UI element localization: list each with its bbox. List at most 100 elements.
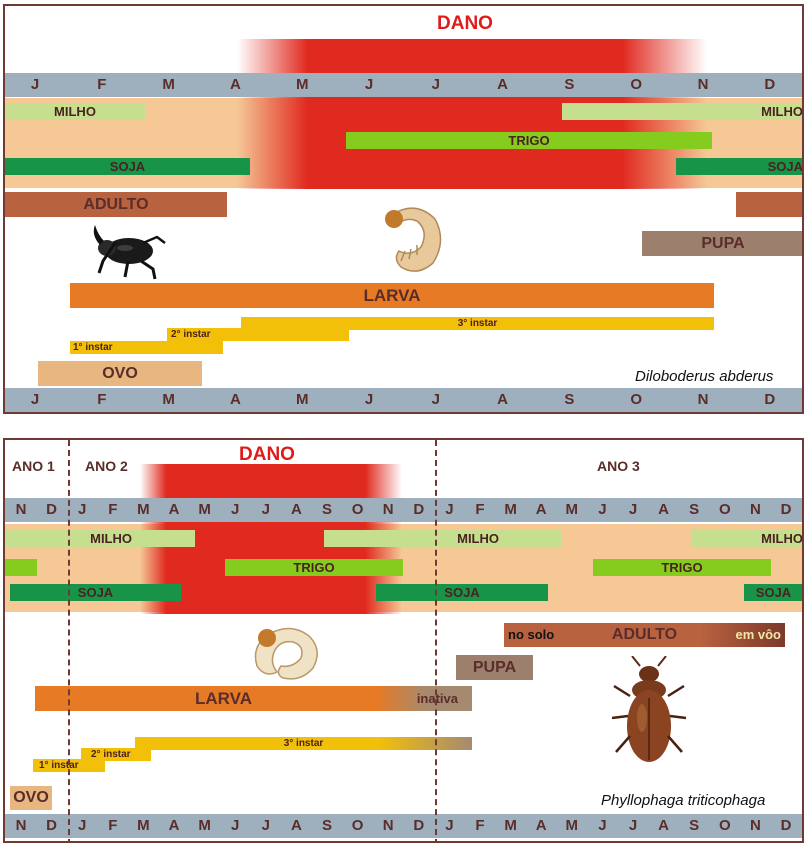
month-label: M: [565, 501, 579, 518]
month-label: D: [780, 501, 792, 518]
crop-label: TRIGO: [661, 560, 703, 575]
instar-2: 2° instar: [167, 328, 349, 341]
stage-label: ADULTO: [611, 626, 678, 643]
month-label: J: [598, 817, 607, 834]
month-label: A: [168, 817, 180, 834]
damage-title: DANO: [437, 13, 493, 34]
larva-inativa: inativa: [416, 691, 458, 706]
month-label: J: [30, 391, 40, 408]
month-label: M: [137, 501, 150, 518]
stage-adulto: ADULTO: [5, 192, 227, 217]
month-label: A: [229, 391, 241, 408]
month-label: A: [658, 501, 670, 518]
month-label: J: [78, 817, 87, 834]
stage-pupa: PUPA: [456, 655, 533, 680]
instar-1: 1° instar: [70, 341, 223, 354]
month-label: N: [15, 817, 27, 834]
stage-label: PUPA: [472, 659, 517, 676]
month-label: J: [78, 501, 87, 518]
month-label: M: [295, 391, 309, 408]
instar-label: 1° instar: [39, 760, 79, 771]
month-label: F: [108, 501, 118, 518]
month-label: M: [198, 817, 211, 834]
year-label-2: ANO 2: [85, 458, 128, 474]
month-label: M: [565, 817, 579, 834]
crop-bar-milho: MILHO: [562, 103, 802, 120]
stage-label: LARVA: [195, 689, 252, 708]
month-label: O: [630, 391, 643, 408]
crop-bar-trigo: TRIGO: [225, 559, 403, 576]
instar-3: 3° instar: [135, 737, 472, 750]
month-label: S: [689, 501, 700, 518]
crop-label: MILHO: [90, 531, 132, 546]
month-label: N: [382, 501, 394, 518]
month-label: S: [564, 391, 575, 408]
stage-ovo: OVO: [38, 361, 202, 386]
crop-bar-trigo: [5, 559, 37, 576]
month-label: O: [351, 817, 364, 834]
crop-label: SOJA: [444, 585, 480, 600]
stage-ovo: OVO: [10, 786, 52, 810]
month-label: A: [658, 817, 670, 834]
month-label: J: [445, 501, 454, 518]
month-label: J: [231, 817, 240, 834]
rhinoceros-beetle-icon: [93, 225, 166, 280]
year-label-3: ANO 3: [597, 458, 640, 474]
stage-label: PUPA: [701, 235, 745, 252]
month-label: A: [290, 501, 302, 518]
stage-larva: LARVA: [70, 283, 714, 308]
month-label: F: [475, 501, 485, 518]
crop-bar-milho: MILHO: [5, 530, 195, 547]
crop-bar-soja: SOJA: [5, 158, 250, 175]
month-label: M: [198, 501, 211, 518]
month-label: J: [231, 501, 240, 518]
stage-label: OVO: [102, 365, 138, 382]
month-label: A: [229, 76, 241, 93]
month-label: F: [97, 76, 107, 93]
species-name: Diloboderus abderus: [635, 368, 774, 385]
crop-bar-milho: MILHO: [5, 103, 145, 120]
month-label: M: [504, 817, 517, 834]
month-label: M: [137, 817, 150, 834]
adulto-em-voo: em vôo: [735, 627, 781, 642]
crop-bar-trigo: TRIGO: [346, 132, 712, 149]
year-label-1: ANO 1: [12, 458, 55, 474]
month-label: J: [431, 391, 440, 408]
month-label: O: [718, 501, 731, 518]
month-label: A: [168, 501, 180, 518]
month-label: M: [162, 76, 175, 93]
month-label: O: [351, 501, 364, 518]
month-label: S: [689, 817, 700, 834]
month-label: N: [749, 817, 761, 834]
month-label: J: [30, 76, 40, 93]
white-grub-icon: [254, 627, 318, 680]
year-divider: [68, 440, 70, 841]
month-label: D: [764, 391, 776, 408]
instar-3: 3° instar: [241, 317, 714, 330]
stage-label: LARVA: [363, 286, 421, 305]
stage-label: ADULTO: [83, 196, 149, 213]
month-label: D: [46, 501, 58, 518]
month-label: M: [162, 391, 175, 408]
crop-bar-soja: SOJA: [376, 584, 548, 601]
month-label: O: [718, 817, 731, 834]
instar-label: 1° instar: [73, 342, 113, 353]
crop-bar-soja: SOJA: [10, 584, 181, 601]
crop-bar-milho: MILHO: [324, 530, 561, 547]
crop-label: MILHO: [761, 531, 803, 546]
month-label: J: [628, 817, 638, 834]
month-label: N: [697, 391, 709, 408]
month-label: S: [321, 501, 333, 518]
month-label: A: [497, 76, 509, 93]
month-label: O: [630, 76, 643, 93]
month-label: J: [431, 76, 440, 93]
month-label: S: [564, 76, 575, 93]
instar-2: 2° instar: [81, 748, 151, 761]
month-label: M: [295, 76, 309, 93]
